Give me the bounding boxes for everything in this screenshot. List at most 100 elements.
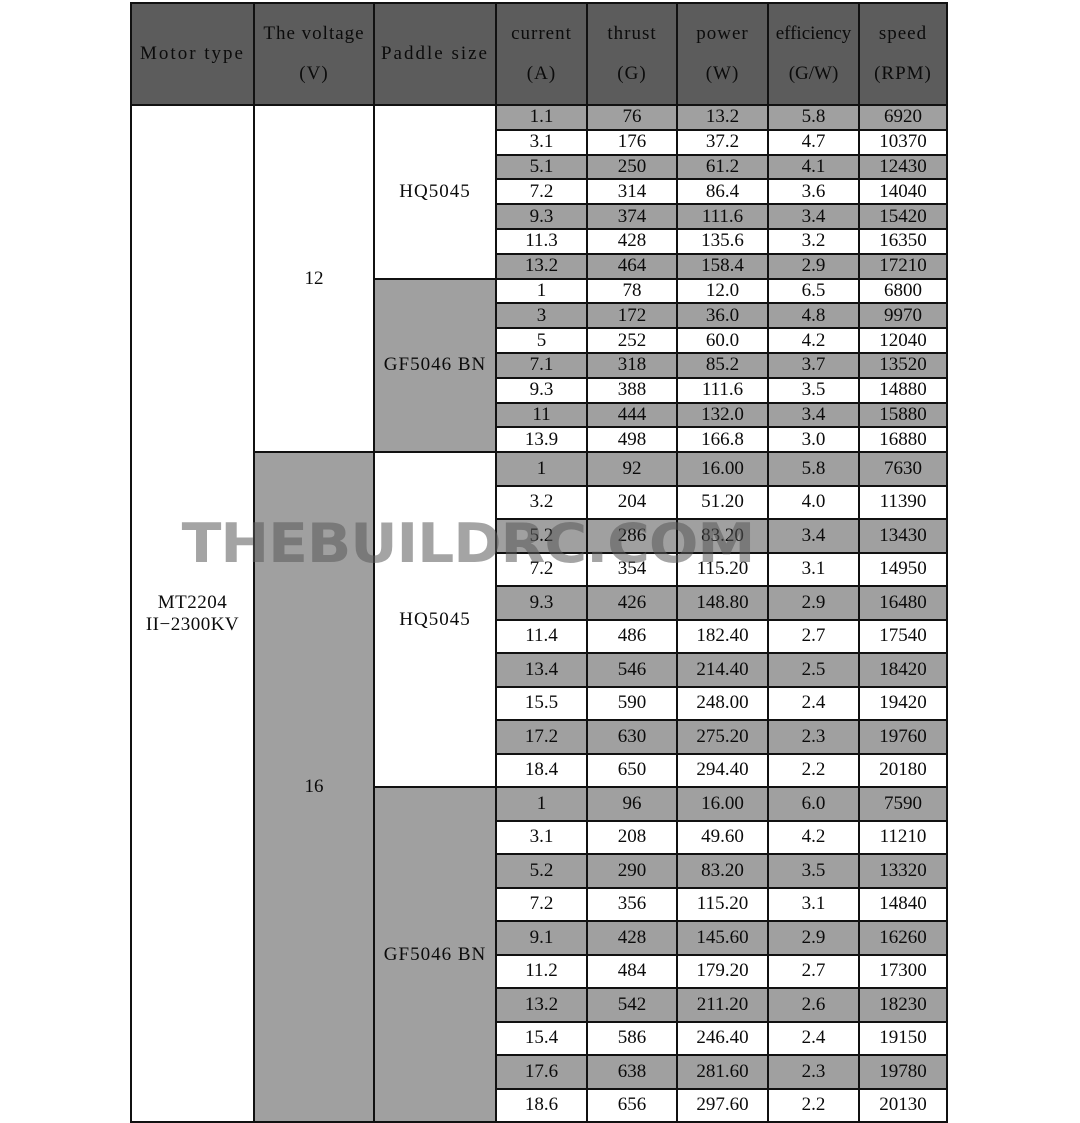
column-header-efficiency: efficiency (G/W) <box>767 2 860 106</box>
column-header-label: Paddle size <box>380 43 489 65</box>
cell-current: 3.1 <box>495 128 588 156</box>
cell-thrust: 78 <box>586 277 678 305</box>
cell-speed: 10370 <box>858 128 948 156</box>
table-header: Motor type The voltage (V) Paddle size curre… <box>130 2 948 106</box>
table-row: 11.3 428 135.6 3.2 16350 <box>131 227 948 255</box>
cell-thrust: 428 <box>586 227 678 255</box>
cell-power: 294.40 <box>676 752 769 789</box>
cell-thrust: 318 <box>586 351 678 379</box>
cell-efficiency: 2.9 <box>767 585 860 621</box>
cell-current: 11.3 <box>495 227 588 255</box>
cell-thrust: 92 <box>586 451 678 487</box>
column-header-thrust: thrust (G) <box>586 2 678 106</box>
cell-current: 18.4 <box>495 752 588 789</box>
cell-speed: 16880 <box>858 426 948 454</box>
cell-efficiency: 2.4 <box>767 1020 860 1057</box>
cell-current: 9.3 <box>495 203 588 230</box>
cell-speed: 16480 <box>858 585 948 621</box>
cell-speed: 17300 <box>858 953 948 990</box>
cell-efficiency: 2.7 <box>767 953 860 990</box>
column-header-unit: (A) <box>526 63 557 84</box>
cell-power: 132.0 <box>676 401 769 429</box>
cell-current: 11 <box>495 401 588 429</box>
table-row: 17.2 630 275.20 2.3 19760 <box>131 719 948 755</box>
cell-thrust: 426 <box>586 585 678 621</box>
cell-efficiency: 4.2 <box>767 819 860 856</box>
cell-efficiency: 2.6 <box>767 987 860 1023</box>
cell-speed: 13320 <box>858 853 948 889</box>
cell-thrust: 638 <box>586 1054 678 1090</box>
column-header-motor_type: Motor type <box>130 2 255 106</box>
column-header-label: power <box>696 23 749 45</box>
cell-current: 7.2 <box>495 178 588 206</box>
cell-current: 13.2 <box>495 252 588 280</box>
cell-current: 1 <box>495 277 588 305</box>
cell-current: 1.1 <box>495 104 588 131</box>
cell-thrust: 176 <box>586 128 678 156</box>
cell-power: 246.40 <box>676 1020 769 1057</box>
table-row: GF5046 BN 1 96 16.00 6.0 7590 <box>131 786 948 1123</box>
table-row: 18.4 650 294.40 2.2 20180 <box>131 752 948 789</box>
column-header-label: efficiency <box>775 23 852 45</box>
cell-power: 182.40 <box>676 618 769 655</box>
cell-power: 297.60 <box>676 1087 769 1123</box>
cell-speed: 20130 <box>858 1087 948 1123</box>
cell-efficiency: 3.5 <box>767 853 860 889</box>
cell-speed: 9970 <box>858 302 948 330</box>
cell-speed: 15880 <box>858 401 948 429</box>
cell-current: 13.4 <box>495 652 588 688</box>
cell-power: 16.00 <box>676 786 769 822</box>
cell-current: 13.2 <box>495 987 588 1023</box>
cell-efficiency: 2.9 <box>767 920 860 956</box>
cell-power: 16.00 <box>676 451 769 487</box>
column-header-unit: (RPM) <box>874 63 932 84</box>
table-row: 3 172 36.0 4.8 9970 <box>131 302 948 330</box>
cell-speed: 18230 <box>858 987 948 1023</box>
cell-current: 15.4 <box>495 1020 588 1057</box>
table-row: 7.2 356 115.20 3.1 14840 <box>131 886 948 923</box>
cell-power: 281.60 <box>676 1054 769 1090</box>
cell-speed: 11210 <box>858 819 948 856</box>
cell-current: 15.5 <box>495 685 588 722</box>
cell-current: 3 <box>495 302 588 330</box>
cell-thrust: 444 <box>586 401 678 429</box>
cell-power: 12.0 <box>676 277 769 305</box>
table-row: 5.2 286 83.20 3.4 13430 <box>131 518 948 554</box>
table-row: 13.2 464 158.4 2.9 17210 <box>131 252 948 280</box>
cell-current: 5.2 <box>495 853 588 889</box>
cell-thrust: 204 <box>586 484 678 521</box>
cell-current: 9.3 <box>495 585 588 621</box>
cell-thrust: 356 <box>586 886 678 923</box>
table-body: MT2204 II−2300KV 12 HQ5045 1.1 76 13.2 5.8 6920… <box>130 103 948 1123</box>
cell-power: 13.2 <box>676 104 769 131</box>
cell-efficiency: 4.1 <box>767 153 860 181</box>
table-row: 5.1 250 61.2 4.1 12430 <box>131 153 948 181</box>
cell-efficiency: 2.4 <box>767 685 860 722</box>
table-row: 3.1 208 49.60 4.2 11210 <box>131 819 948 856</box>
table-row: 5.2 290 83.20 3.5 13320 <box>131 853 948 889</box>
column-header-speed: speed (RPM) <box>858 2 948 106</box>
cell-efficiency: 2.3 <box>767 719 860 755</box>
cell-speed: 16350 <box>858 227 948 255</box>
cell-current: 1 <box>495 786 588 822</box>
cell-thrust: 630 <box>586 719 678 755</box>
table-row: 11.2 484 179.20 2.7 17300 <box>131 953 948 990</box>
cell-power: 61.2 <box>676 153 769 181</box>
cell-speed: 19150 <box>858 1020 948 1057</box>
cell-paddle-size: GF5046 BN <box>373 786 497 1123</box>
cell-efficiency: 2.2 <box>767 752 860 789</box>
cell-speed: 14950 <box>858 551 948 588</box>
cell-efficiency: 5.8 <box>767 104 860 131</box>
column-header-label: current <box>511 23 572 45</box>
cell-efficiency: 3.4 <box>767 518 860 554</box>
cell-current: 3.1 <box>495 819 588 856</box>
cell-efficiency: 5.8 <box>767 451 860 487</box>
cell-speed: 19760 <box>858 719 948 755</box>
column-header-unit: (G) <box>617 63 647 84</box>
cell-efficiency: 3.2 <box>767 227 860 255</box>
table-row: 15.5 590 248.00 2.4 19420 <box>131 685 948 722</box>
cell-efficiency: 3.4 <box>767 203 860 230</box>
column-header-current: current (A) <box>495 2 588 106</box>
cell-thrust: 252 <box>586 327 678 354</box>
cell-thrust: 650 <box>586 752 678 789</box>
